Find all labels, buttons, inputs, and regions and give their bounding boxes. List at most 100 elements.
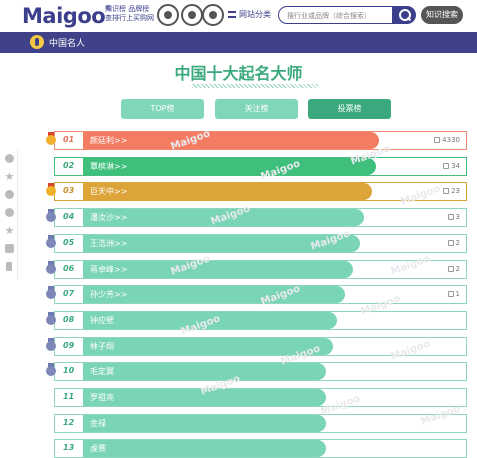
medal-icon <box>46 183 56 196</box>
vote-count[interactable]: 1 <box>447 290 460 298</box>
rank-number: 12 <box>63 418 75 427</box>
search-input[interactable]: 搜行业或品牌（综合搜索） <box>278 6 392 24</box>
medal-icon <box>46 209 56 222</box>
thumbs-up-icon <box>447 291 454 297</box>
medal-icon <box>46 235 56 248</box>
vote-count[interactable]: 4330 <box>434 136 460 144</box>
vote-bar <box>83 235 360 252</box>
ranking-row[interactable]: 03 巨天中>> 23 <box>54 182 467 201</box>
message-icon[interactable] <box>5 244 14 253</box>
rank-number: 08 <box>63 315 75 324</box>
site-header: Maigoo® 知识榜 品牌榜 查排行上买购网 网站分类 搜行业或品牌（综合搜索… <box>0 0 477 32</box>
rank-number: 06 <box>63 264 75 273</box>
vote-count-value: 34 <box>451 162 460 170</box>
vote-bar <box>83 440 326 457</box>
thumbs-up-icon <box>434 137 441 143</box>
weibo-icon[interactable] <box>5 190 14 199</box>
maigoo-logo[interactable]: Maigoo® <box>22 4 112 28</box>
star-icon[interactable] <box>5 172 14 181</box>
vote-count[interactable]: 23 <box>443 187 460 195</box>
thumbs-up-icon <box>443 163 450 169</box>
vote-count-value: 3 <box>455 213 460 221</box>
ranking-row[interactable]: 11 罗祖亮 <box>54 388 467 407</box>
person-name-link[interactable]: 王浩洲>> <box>90 239 128 248</box>
knowledge-search-button[interactable]: 知识搜索 <box>421 6 463 24</box>
rank-number: 02 <box>63 161 75 170</box>
rank-number: 03 <box>63 186 75 195</box>
category-label[interactable]: 中国名人 <box>49 39 86 49</box>
thumbs-up-icon <box>443 188 450 194</box>
rank-number: 13 <box>63 443 75 452</box>
medal-icon <box>46 363 56 376</box>
menu-icon <box>228 11 236 18</box>
ranking-row[interactable]: 01 颜廷利>> 4330 <box>54 131 467 150</box>
vote-bar <box>83 183 372 200</box>
rank-number: 04 <box>63 212 75 221</box>
person-name-link[interactable]: 孙少芳>> <box>90 290 128 299</box>
person-name-link[interactable]: 毛定翼 <box>90 367 114 376</box>
rank-number: 09 <box>63 341 75 350</box>
person-name-link[interactable]: 罗祖亮 <box>90 393 114 402</box>
vote-count[interactable]: 3 <box>447 213 460 221</box>
tab-vote[interactable]: 投票榜 <box>308 99 391 119</box>
ranking-row[interactable]: 04 潘汝沙>> 3 <box>54 208 467 227</box>
page-title: 中国十大起名大师 <box>174 64 303 83</box>
ranking-row[interactable]: 10 毛定翼 <box>54 362 467 381</box>
site-category-menu[interactable]: 网站分类 <box>228 9 271 20</box>
vote-count[interactable]: 34 <box>443 162 460 170</box>
ranking-row[interactable]: 13 虔赛 <box>54 439 467 458</box>
medal-icon <box>46 338 56 351</box>
ranking-row[interactable]: 06 蒋卓峰>> 2 <box>54 260 467 279</box>
ranking-row[interactable]: 05 王浩洲>> 2 <box>54 234 467 253</box>
site-category-label: 网站分类 <box>239 10 271 19</box>
ranking-row[interactable]: 07 孙少芳>> 1 <box>54 285 467 304</box>
award-badge-icon <box>181 4 203 26</box>
person-name-link[interactable]: 林子翔 <box>90 342 114 351</box>
favorite-star-icon[interactable] <box>5 226 14 235</box>
vote-bar <box>83 132 379 149</box>
mobile-icon[interactable] <box>6 262 12 271</box>
medal-icon <box>46 132 56 145</box>
rank-number: 11 <box>63 392 75 401</box>
person-icon <box>30 35 44 49</box>
vote-bar <box>83 209 364 226</box>
share-sidebar <box>0 148 18 280</box>
vote-count[interactable]: 2 <box>447 265 460 273</box>
tab-top[interactable]: TOP榜 <box>121 99 204 119</box>
person-name-link[interactable]: 颜廷利>> <box>90 136 128 145</box>
rank-number: 10 <box>63 366 75 375</box>
person-name-link[interactable]: 虔赛 <box>90 444 106 453</box>
search-button[interactable] <box>392 6 416 24</box>
rank-number: 07 <box>63 289 75 298</box>
ranking-row[interactable]: 09 林子翔 <box>54 337 467 356</box>
vote-count-value: 23 <box>451 187 460 195</box>
home-icon[interactable] <box>5 154 14 163</box>
medal-icon <box>46 286 56 299</box>
vote-bar <box>83 363 326 380</box>
title-underline <box>192 84 318 88</box>
ranking-row[interactable]: 08 钟应壁 <box>54 311 467 330</box>
award-badge-icon <box>157 4 179 26</box>
person-name-link[interactable]: 钟应壁 <box>90 316 114 325</box>
person-name-link[interactable]: 巨天中>> <box>90 187 128 196</box>
tab-follow[interactable]: 关注榜 <box>215 99 298 119</box>
thumbs-up-icon <box>447 266 454 272</box>
vote-bar <box>83 261 353 278</box>
tagline-line-2: 查排行上买购网 <box>105 14 154 22</box>
rank-number: 05 <box>63 238 75 247</box>
ranking-row[interactable]: 02 覃槟淋>> 34 <box>54 157 467 176</box>
vote-count-value: 2 <box>455 239 460 247</box>
award-badge-icon <box>202 4 224 26</box>
rank-number: 01 <box>63 135 75 144</box>
person-name-link[interactable]: 潘汝沙>> <box>90 213 128 222</box>
qq-icon[interactable] <box>5 208 14 217</box>
vote-count-value: 2 <box>455 265 460 273</box>
vote-bar <box>83 312 337 329</box>
person-name-link[interactable]: 覃槟淋>> <box>90 162 128 171</box>
vote-bar <box>83 338 333 355</box>
person-name-link[interactable]: 金禄 <box>90 419 106 428</box>
ranking-row[interactable]: 12 金禄 <box>54 414 467 433</box>
vote-bar <box>83 286 345 303</box>
vote-count[interactable]: 2 <box>447 239 460 247</box>
person-name-link[interactable]: 蒋卓峰>> <box>90 265 128 274</box>
